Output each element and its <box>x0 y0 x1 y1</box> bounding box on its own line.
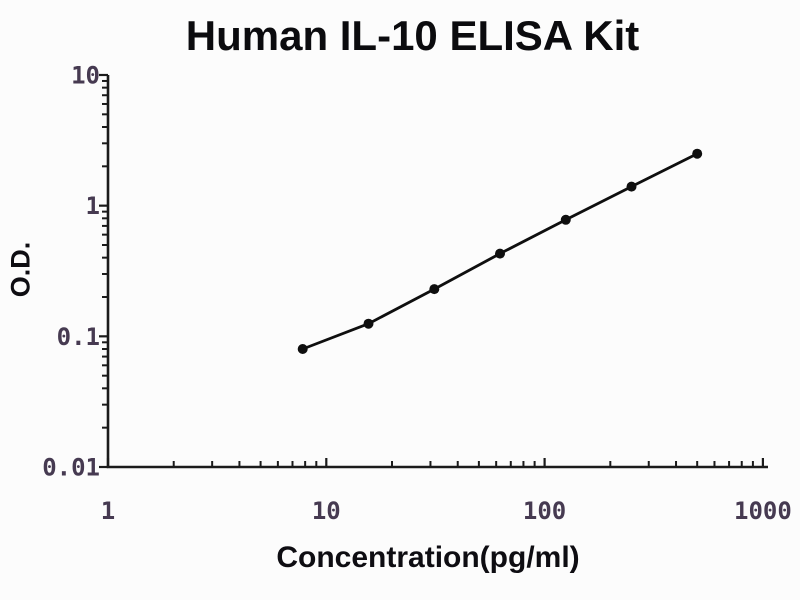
data-point <box>495 248 505 259</box>
data-point <box>692 148 703 159</box>
y-tick-label: 0.01 <box>42 454 100 482</box>
ticks-group <box>99 73 765 469</box>
data-point <box>363 318 374 329</box>
axes-group <box>106 75 768 469</box>
data-point <box>560 214 571 225</box>
y-axis-title: O.D. <box>5 241 36 298</box>
y-tick-label: 0.1 <box>57 323 100 351</box>
x-tick-label: 1000 <box>734 497 792 525</box>
y-tick-label: 1 <box>86 192 100 220</box>
chart-title: Human IL-10 ELISA Kit <box>185 12 640 59</box>
data-point <box>626 181 637 192</box>
y-tick-label: 10 <box>71 61 100 89</box>
series-group <box>297 148 703 354</box>
data-point <box>429 284 440 295</box>
x-tick-label: 10 <box>312 497 341 525</box>
tick-labels-group: 1 10 100 1000 10 1 0.1 0.01 <box>42 61 792 525</box>
x-tick-label: 1 <box>101 497 115 525</box>
data-point <box>297 344 308 354</box>
x-tick-label: 100 <box>523 497 566 525</box>
x-axis-title: Concentration(pg/ml) <box>276 541 580 574</box>
